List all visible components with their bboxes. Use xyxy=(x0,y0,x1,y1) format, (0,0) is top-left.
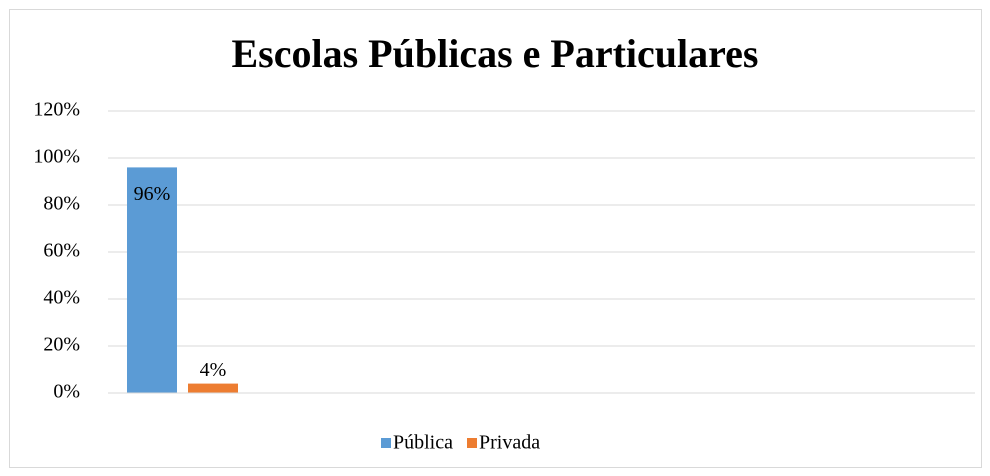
legend-swatch xyxy=(467,438,477,448)
y-tick-label: 60% xyxy=(43,240,80,262)
chart-title: Escolas Públicas e Particulares xyxy=(232,31,759,76)
bar xyxy=(188,383,238,393)
data-label: 4% xyxy=(200,359,227,381)
legend-swatch xyxy=(381,438,391,448)
y-tick-label: 100% xyxy=(33,146,80,168)
legend-label: Privada xyxy=(479,432,540,454)
y-tick-label: 0% xyxy=(53,381,80,403)
bar xyxy=(127,167,177,393)
y-tick-label: 120% xyxy=(33,99,80,121)
y-tick-label: 80% xyxy=(43,193,80,215)
data-label: 96% xyxy=(134,183,171,205)
y-tick-label: 40% xyxy=(43,287,80,309)
y-tick-label: 20% xyxy=(43,334,80,356)
legend-label: Pública xyxy=(393,432,453,454)
